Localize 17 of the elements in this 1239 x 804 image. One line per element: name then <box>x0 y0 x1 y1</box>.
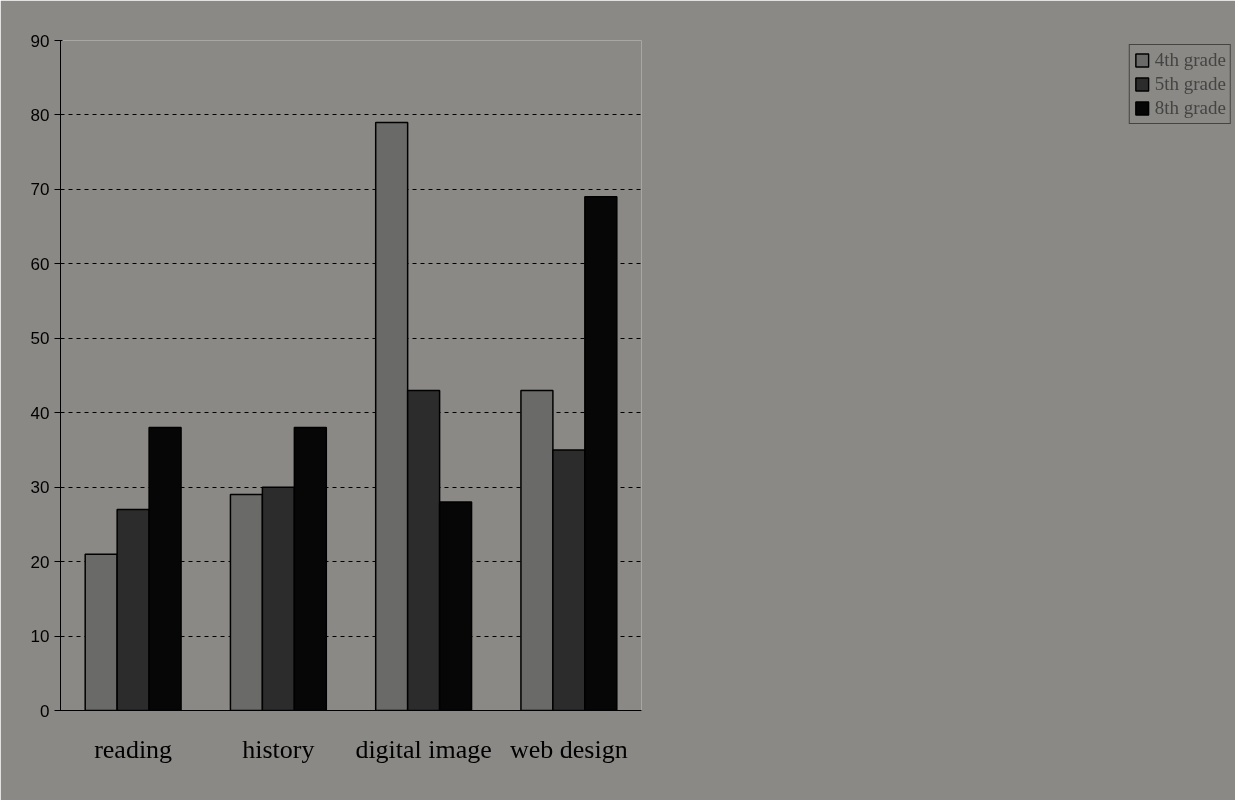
y-tick-label: 10 <box>30 627 50 647</box>
y-tick-label: 30 <box>30 478 50 498</box>
y-tick-label: 20 <box>30 552 50 572</box>
y-tick-label: 80 <box>30 105 50 125</box>
legend-label: 4th grade <box>1154 49 1226 71</box>
x-tick-label: digital image <box>355 734 492 764</box>
y-tick-label: 50 <box>30 329 50 349</box>
legend-label: 8th grade <box>1154 97 1226 119</box>
x-tick-label: history <box>242 734 315 764</box>
y-tick-label: 0 <box>40 701 50 721</box>
x-tick-label: web design <box>510 734 628 764</box>
legend-label: 5th grade <box>1154 73 1226 95</box>
y-tick-label: 40 <box>30 403 50 423</box>
y-tick-label: 70 <box>30 180 50 200</box>
y-tick-label: 60 <box>30 254 50 274</box>
y-tick-label: 90 <box>30 31 50 51</box>
x-tick-label: reading <box>94 734 173 764</box>
